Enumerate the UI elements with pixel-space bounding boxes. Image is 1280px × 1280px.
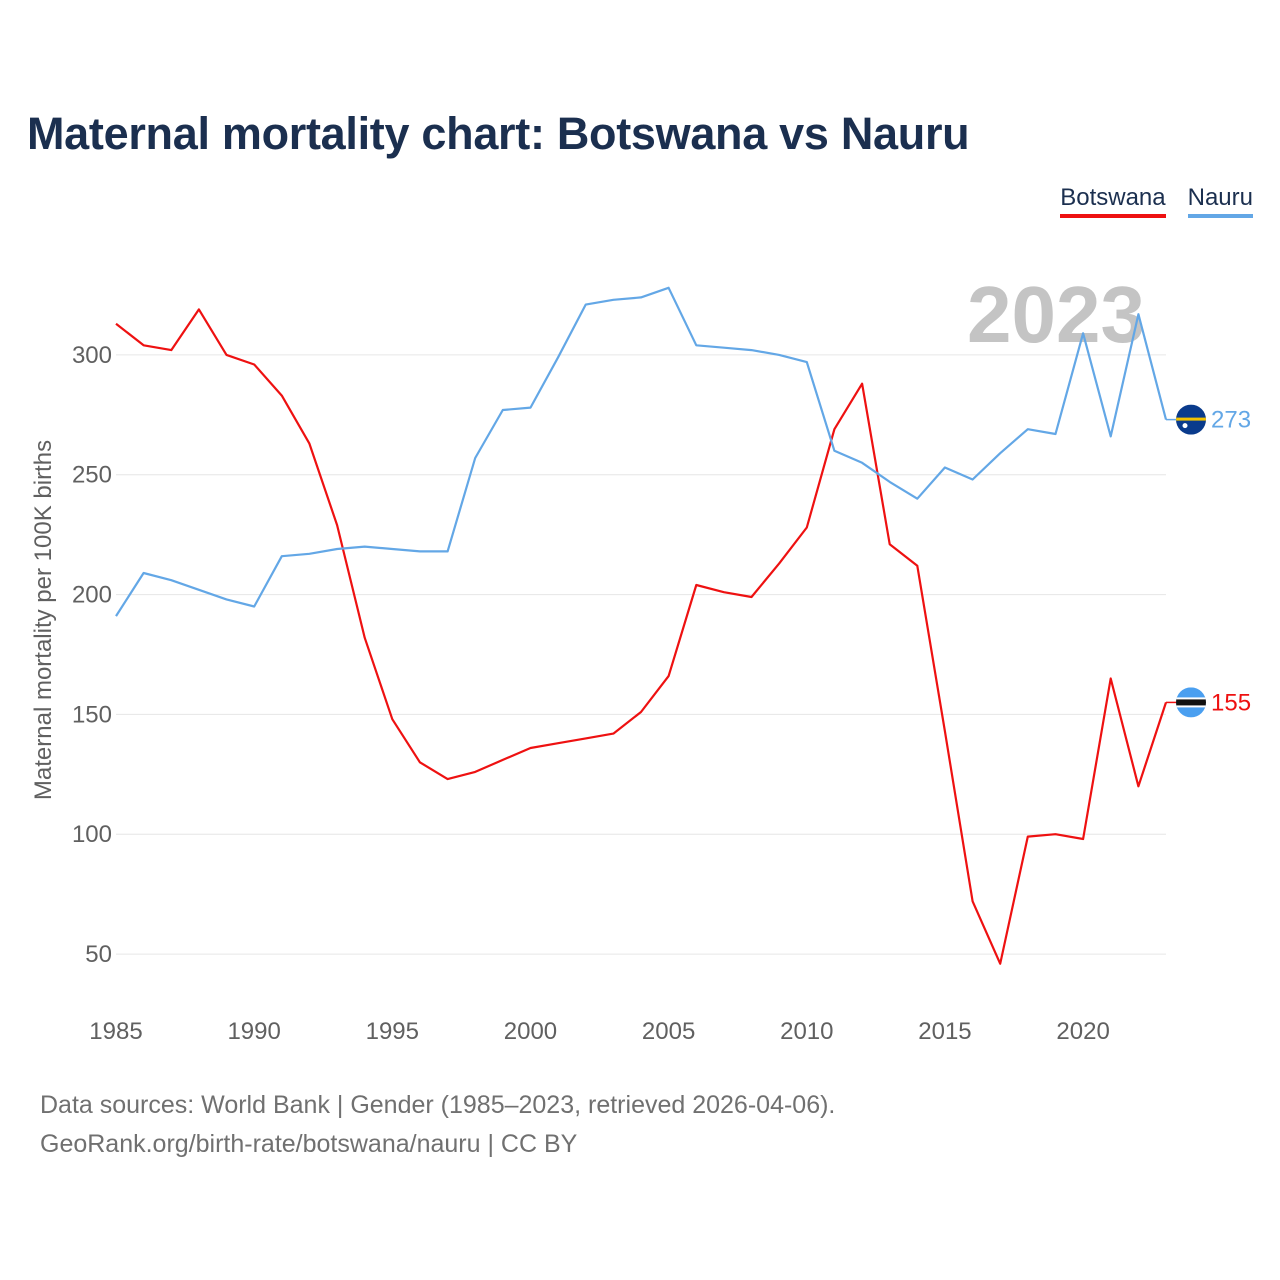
chart-title: Maternal mortality chart: Botswana vs Na…: [27, 108, 970, 159]
line-chart: 50 100 150 200 250 300 1985 1990 1995 2000 2005 20…: [30, 270, 1251, 1045]
series-line-botswana[interactable]: [115, 308, 1168, 965]
x-tick-label: 2010: [780, 1018, 833, 1045]
x-tick-label: 2015: [918, 1018, 971, 1045]
nauru-flag-icon: [1176, 404, 1206, 435]
x-tick-label: 2000: [504, 1018, 557, 1045]
grid-lines: [116, 354, 1166, 955]
x-tick-label: 1995: [366, 1018, 419, 1045]
x-tick-label: 1990: [227, 1018, 280, 1045]
end-value-nauru: 273: [1211, 407, 1251, 434]
x-tick-label: 2020: [1056, 1018, 1109, 1045]
footer: Data sources: World Bank | Gender (1985–…: [40, 1086, 835, 1164]
y-tick-label: 200: [72, 582, 112, 609]
botswana-flag-icon: [1176, 687, 1206, 718]
y-tick-label: 250: [72, 462, 112, 489]
y-tick-label: 50: [85, 941, 112, 968]
y-axis-title: Maternal mortality per 100K births: [30, 440, 57, 800]
x-axis-ticks: 1985 1990 1995 2000 2005 2010 2015 2020: [89, 1018, 1109, 1045]
data-source-note: Data sources: World Bank | Gender (1985–…: [40, 1091, 836, 1119]
y-tick-label: 100: [72, 821, 112, 848]
legend-item-nauru[interactable]: Nauru: [1187, 184, 1253, 218]
y-tick-label: 150: [72, 701, 112, 728]
x-tick-label: 2005: [642, 1018, 695, 1045]
series-lines: [115, 286, 1168, 965]
year-label: 2023: [967, 270, 1145, 359]
end-value-botswana: 155: [1211, 689, 1251, 716]
y-axis-ticks: 50 100 150 200 250 300: [72, 342, 112, 968]
end-markers: 155 273: [1166, 404, 1251, 718]
y-tick-label: 300: [72, 342, 112, 369]
legend-item-botswana[interactable]: Botswana: [1060, 184, 1166, 218]
series-line-nauru[interactable]: [115, 286, 1168, 617]
attribution-link[interactable]: GeoRank.org/birth-rate/botswana/nauru | …: [40, 1130, 578, 1158]
legend: Botswana Nauru: [1060, 184, 1253, 218]
x-tick-label: 1985: [89, 1018, 142, 1045]
